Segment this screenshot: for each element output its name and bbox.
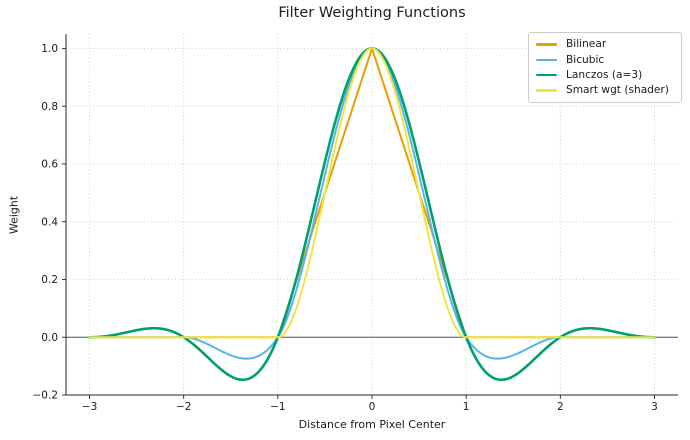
y-axis-label: Weight xyxy=(7,195,21,235)
legend-label: Bicubic xyxy=(566,53,605,66)
legend-swatch-icon xyxy=(536,43,557,46)
y-tick-label: 0.4 xyxy=(41,216,58,228)
x-tick-label: 2 xyxy=(557,401,564,413)
legend-item: Bilinear xyxy=(536,39,674,50)
legend: Bilinear Bicubic Lanczos (a=3) Smart wgt (s… xyxy=(528,32,682,103)
y-tick-label: 0.6 xyxy=(41,159,58,171)
legend-swatch-icon xyxy=(536,58,557,62)
y-tick-label: 1.0 xyxy=(41,43,58,55)
legend-label: Smart wgt (shader) xyxy=(566,84,669,97)
legend-swatch-icon xyxy=(536,73,557,77)
y-tick-label: −0.2 xyxy=(33,390,59,402)
x-tick-label: −1 xyxy=(270,401,285,413)
legend-label: Lanczos (a=3) xyxy=(566,68,643,81)
y-tick-label: 0.2 xyxy=(41,274,58,286)
legend-item: Bicubic xyxy=(536,53,674,66)
x-axis-label: Distance from Pixel Center xyxy=(298,418,446,431)
x-tick-label: 3 xyxy=(651,401,658,413)
x-tick-label: −2 xyxy=(176,401,191,413)
chart-title: Filter Weighting Functions xyxy=(278,5,466,21)
x-tick-label: 1 xyxy=(463,401,470,413)
legend-label: Bilinear xyxy=(566,38,607,51)
y-tick-label: 0.8 xyxy=(41,101,58,113)
y-tick-label: 0.0 xyxy=(41,332,58,344)
legend-item: Smart wgt (shader) xyxy=(536,85,674,96)
legend-swatch-icon xyxy=(536,89,557,92)
x-tick-label: 0 xyxy=(369,401,376,413)
series-line-smart-wgt-shader xyxy=(88,47,656,339)
x-tick-label: −3 xyxy=(82,401,97,413)
legend-item: Lanczos (a=3) xyxy=(536,70,674,81)
